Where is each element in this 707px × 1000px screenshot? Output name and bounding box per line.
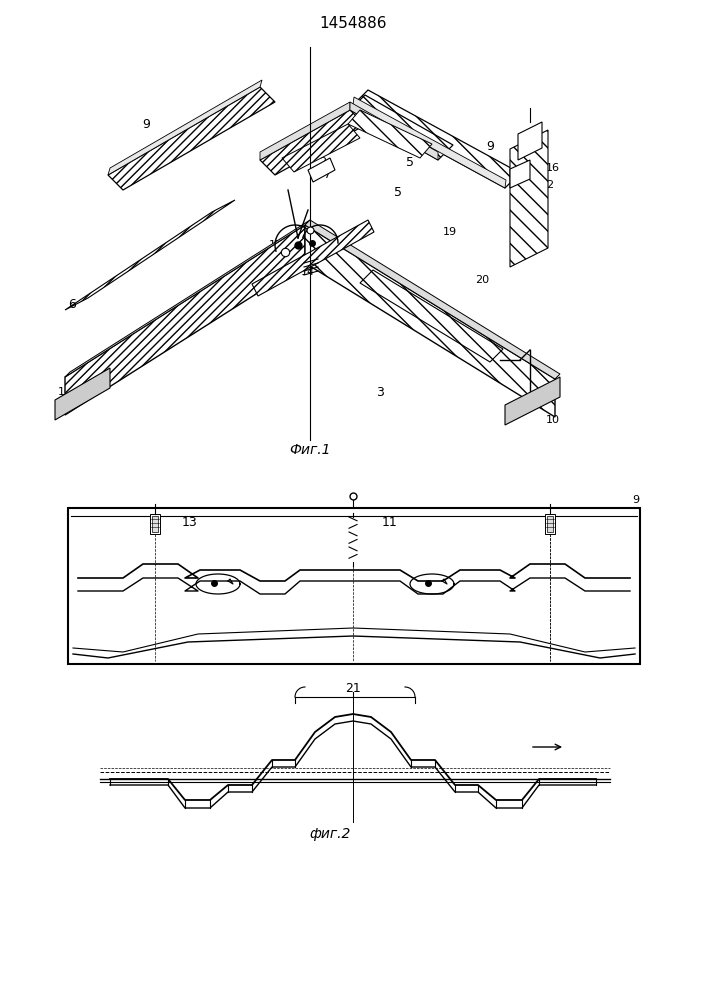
Text: 2: 2 <box>320 157 327 167</box>
Text: 6: 6 <box>68 298 76 312</box>
Polygon shape <box>518 122 542 160</box>
Text: 19: 19 <box>443 227 457 237</box>
Polygon shape <box>55 368 110 420</box>
Text: 3: 3 <box>376 386 384 399</box>
Polygon shape <box>152 516 158 532</box>
Polygon shape <box>260 110 365 175</box>
Polygon shape <box>353 97 506 188</box>
Text: 15: 15 <box>269 240 283 250</box>
Polygon shape <box>68 508 640 664</box>
Polygon shape <box>510 130 548 267</box>
Text: 10: 10 <box>546 415 560 425</box>
Polygon shape <box>252 220 374 296</box>
Polygon shape <box>150 514 160 534</box>
Polygon shape <box>305 225 555 417</box>
Polygon shape <box>305 220 560 379</box>
Text: 7: 7 <box>323 170 331 180</box>
Polygon shape <box>360 270 503 362</box>
Text: 21: 21 <box>345 682 361 696</box>
Text: 1454886: 1454886 <box>320 16 387 31</box>
Polygon shape <box>65 220 310 377</box>
Text: 17: 17 <box>536 195 550 205</box>
Polygon shape <box>348 110 432 158</box>
Text: 8: 8 <box>279 143 287 156</box>
Polygon shape <box>350 95 453 160</box>
Polygon shape <box>350 102 438 160</box>
Text: 11: 11 <box>382 516 398 530</box>
Polygon shape <box>108 87 275 190</box>
Text: 5: 5 <box>394 186 402 198</box>
Polygon shape <box>505 377 560 425</box>
Text: 9: 9 <box>142 118 150 131</box>
Text: 9: 9 <box>633 495 640 505</box>
Polygon shape <box>108 80 262 175</box>
Polygon shape <box>65 225 305 415</box>
Text: 20: 20 <box>475 275 489 285</box>
Text: 10: 10 <box>58 387 72 397</box>
Text: 5: 5 <box>406 155 414 168</box>
Text: 14: 14 <box>268 263 282 273</box>
Text: 1: 1 <box>281 250 287 260</box>
Text: 14: 14 <box>301 267 315 277</box>
Text: 1: 1 <box>281 157 288 167</box>
Polygon shape <box>510 160 530 188</box>
Text: Фиг.1: Фиг.1 <box>289 443 331 457</box>
Text: 15: 15 <box>301 232 315 242</box>
Text: фиг.2: фиг.2 <box>310 827 351 841</box>
Text: 12: 12 <box>541 180 555 190</box>
Polygon shape <box>547 516 553 532</box>
Text: 18: 18 <box>530 208 544 218</box>
Text: 4: 4 <box>86 369 94 382</box>
Polygon shape <box>282 124 360 172</box>
Polygon shape <box>545 514 555 534</box>
Text: 10: 10 <box>61 397 75 407</box>
Polygon shape <box>65 200 235 310</box>
Polygon shape <box>308 158 335 182</box>
Polygon shape <box>353 90 520 188</box>
Text: 9: 9 <box>486 139 494 152</box>
Text: 13: 13 <box>182 516 198 530</box>
Text: 16: 16 <box>546 163 560 173</box>
Polygon shape <box>260 102 350 160</box>
